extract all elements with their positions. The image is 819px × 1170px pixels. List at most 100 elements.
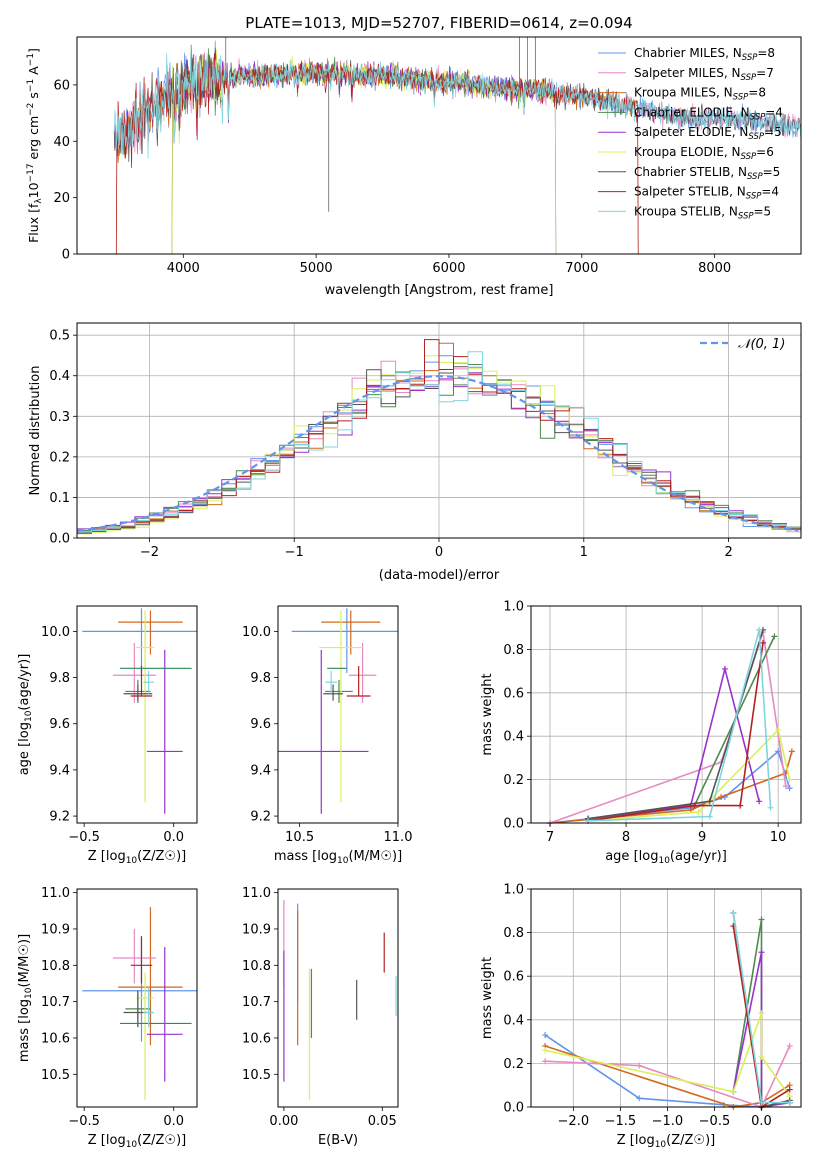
y-tick-label: 10.6: [41, 1031, 70, 1046]
age-vs-Z-axes: [76, 605, 198, 824]
age-vs-mass-ticks: 10.5 11.0 9.2 9.4 9.6 9.8 10.0: [242, 625, 412, 845]
hist-ylabel: Normed distribution: [28, 366, 43, 496]
weight-marker: [758, 1010, 765, 1017]
weight-marker: [721, 665, 728, 672]
mass-weight-vs-Z-xlabel: Z [log10(Z/Z☉)]: [617, 1133, 715, 1150]
legend-entry: Kroupa MILES, NSSP=8: [634, 86, 766, 103]
x-tick-label: 6000: [432, 261, 465, 276]
y-tick-label: 10.0: [242, 625, 271, 640]
y-tick-label: 10.5: [242, 1068, 271, 1083]
weight-marker: [542, 1058, 549, 1065]
spectrum-axes: [76, 36, 802, 255]
y-tick-label: 0.3: [49, 410, 70, 425]
legend-entry: Kroupa STELIB, NSSP=5: [634, 204, 771, 221]
weight-marker: [767, 804, 774, 811]
mass-weight-vs-age-lines: [547, 626, 795, 826]
y-tick-label: 11.0: [242, 886, 271, 901]
weight-marker: [730, 1088, 737, 1095]
legend-entry: Chabrier MILES, NSSP=8: [634, 46, 775, 63]
x-tick-label: −1.5: [605, 1114, 637, 1129]
mass-vs-Z-xlabel: Z [log10(Z/Z☉)]: [88, 1133, 186, 1150]
y-tick-label: 1.0: [503, 883, 524, 898]
x-tick-label: 0.0: [163, 830, 184, 845]
x-tick-label: 0: [435, 545, 443, 560]
y-tick-label: 0.0: [503, 1101, 524, 1116]
y-tick-label: 9.8: [250, 671, 271, 686]
y-tick-label: 9.2: [49, 810, 70, 825]
y-tick-label: 9.6: [49, 717, 70, 732]
weight-marker: [542, 1032, 549, 1039]
hist-ticks: −2 −1 0 1 2 0.0 0.1 0.2 0.3 0.4 0.5: [49, 329, 732, 560]
hist-legend-entry: 𝒩(0, 1): [738, 337, 785, 352]
y-tick-label: 0.2: [503, 773, 524, 788]
weight-series: [587, 636, 776, 820]
age-vs-mass-xlabel: mass [log10(M/M☉)]: [274, 849, 402, 866]
weight-marker: [786, 776, 793, 783]
x-tick-label: 2: [724, 545, 732, 560]
mass-weight-vs-Z-axes: [530, 888, 802, 1108]
hist-series: [77, 351, 801, 534]
weight-series: [544, 1045, 791, 1108]
weight-series: [587, 629, 772, 822]
weight-marker: [706, 798, 713, 805]
spectrum-ticks: 4000 5000 6000 7000 8000 0 20 40 60: [53, 78, 731, 276]
weight-marker: [771, 633, 778, 640]
age-vs-Z-errorbars: [82, 608, 197, 814]
spectrum-title: PLATE=1013, MJD=52707, FIBERID=0614, z=0…: [245, 14, 632, 32]
x-tick-label: 1: [580, 545, 588, 560]
weight-marker: [782, 783, 789, 790]
weight-marker: [737, 802, 744, 809]
weight-marker: [756, 798, 763, 805]
x-tick-label: −0.5: [68, 830, 100, 845]
age-vs-mass-axes: [277, 605, 399, 824]
y-tick-label: 10.8: [41, 959, 70, 974]
y-tick-label: 0.2: [503, 1057, 524, 1072]
age-vs-Z-xlabel: Z [log10(Z/Z☉)]: [88, 849, 186, 866]
weight-marker: [786, 785, 793, 792]
x-tick-label: −2.0: [558, 1114, 590, 1129]
mass-vs-ebv-axes: [277, 888, 399, 1108]
weight-series: [587, 728, 791, 822]
x-tick-label: −1: [285, 545, 304, 560]
weight-marker: [730, 909, 737, 916]
mass-vs-ebv-ticks: 0.00 0.05 10.5 10.6 10.7 10.8 10.9 11.0: [242, 886, 397, 1129]
x-tick-label: −0.5: [699, 1114, 731, 1129]
y-tick-label: 0.0: [49, 532, 70, 547]
weight-marker: [758, 949, 765, 956]
weight-marker: [786, 1086, 793, 1093]
legend-entry: Salpeter MILES, NSSP=7: [634, 66, 774, 83]
legend-entry: Chabrier STELIB, NSSP=5: [634, 165, 780, 182]
weight-marker: [691, 802, 698, 809]
mass-vs-ebv-xlabel: E(B-V): [318, 1133, 358, 1148]
y-tick-label: 11.0: [41, 886, 70, 901]
weight-series: [587, 668, 760, 820]
mass-weight-vs-Z-ticks: −2.0 −1.5 −1.0 −0.5 0.0 0.0 0.2 0.4 0.6 0.8 1.0: [503, 883, 772, 1130]
age-vs-Z-ticks: −0.5 0.0 9.2 9.4 9.6 9.8 10.0: [41, 625, 184, 845]
y-tick-label: 0.4: [49, 369, 70, 384]
y-tick-label: 0.1: [49, 491, 70, 506]
mass-weight-vs-age-xlabel: age [log10(age/yr)]: [605, 849, 727, 866]
weight-marker: [695, 809, 702, 816]
mass-weight-vs-age-axes: [530, 605, 802, 824]
x-tick-label: 0.0: [163, 1114, 184, 1129]
mass-vs-ebv-errorbars: [283, 899, 397, 1100]
x-tick-label: 8: [622, 830, 630, 845]
x-tick-label: 0.05: [368, 1114, 397, 1129]
y-tick-label: 0.0: [503, 817, 524, 832]
y-tick-label: 10.0: [41, 625, 70, 640]
x-tick-label: 10: [770, 830, 787, 845]
mass-vs-Z-axes: [76, 888, 198, 1108]
weight-marker: [788, 748, 795, 755]
weight-marker: [758, 1099, 765, 1106]
y-tick-label: 0.4: [503, 1013, 524, 1028]
weight-marker: [542, 1047, 549, 1054]
legend-entry: Kroupa ELODIE, NSSP=6: [634, 145, 774, 162]
y-tick-label: 0.8: [503, 926, 524, 941]
y-tick-label: 0.5: [49, 329, 70, 344]
y-tick-label: 9.4: [250, 763, 271, 778]
legend-entry: Salpeter ELODIE, NSSP=5: [634, 125, 782, 142]
legend-entry: Salpeter STELIB, NSSP=4: [634, 185, 779, 202]
y-tick-label: 0: [62, 248, 70, 263]
mass-vs-Z-ticks: −0.5 0.0 10.5 10.6 10.7 10.8 10.9 11.0: [41, 886, 184, 1129]
spectrum-series: [113, 53, 801, 159]
